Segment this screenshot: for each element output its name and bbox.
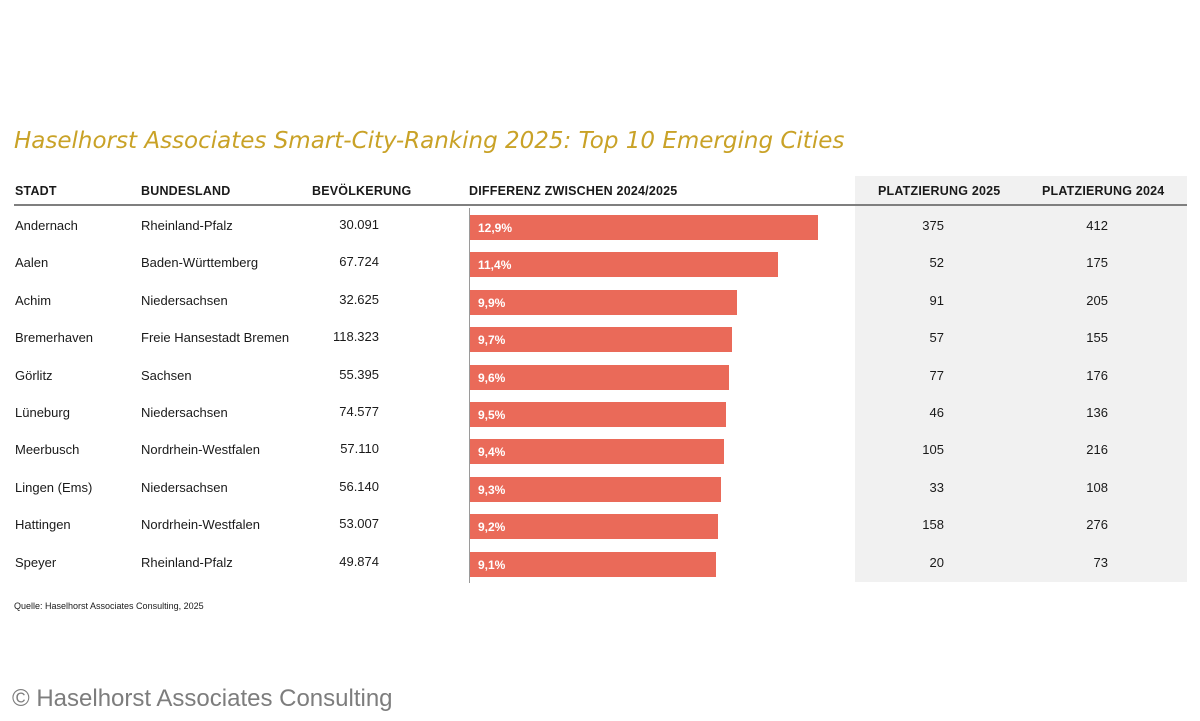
bar (470, 289, 738, 315)
bar (470, 476, 721, 502)
source-note: Quelle: Haselhorst Associates Consulting… (14, 601, 204, 611)
cell-platzierung-2024: 216 (1086, 442, 1108, 458)
cell-platzierung-2024: 73 (1093, 554, 1108, 570)
cell-platzierung-2025: 20 (929, 554, 944, 570)
ranking-columns-background (855, 176, 1187, 582)
cell-platzierung-2025: 52 (929, 255, 944, 271)
cell-bevoelkerung: 118.323 (332, 329, 379, 345)
cell-platzierung-2024: 412 (1086, 218, 1108, 233)
cell-stadt: Aalen (15, 255, 49, 271)
cell-platzierung-2025: 46 (929, 405, 944, 420)
header-divider (14, 204, 1187, 206)
bar (470, 439, 724, 465)
cell-platzierung-2024: 176 (1086, 367, 1108, 383)
cell-bundesland: Nordrhein-Westfalen (141, 442, 260, 458)
cell-platzierung-2025: 33 (929, 479, 944, 495)
cell-stadt: Lingen (Ems) (15, 479, 93, 495)
bar-data-label: 11,4% (478, 258, 512, 273)
chart-title: Haselhorst Associates Smart-City-Ranking… (14, 128, 845, 154)
bar-data-label: 9,7% (478, 333, 506, 348)
cell-bevoelkerung: 56.140 (339, 478, 379, 494)
cell-bevoelkerung: 32.625 (339, 291, 379, 307)
cell-platzierung-2024: 175 (1086, 255, 1108, 271)
cell-bundesland: Freie Hansestadt Bremen (141, 330, 290, 346)
cell-stadt: Andernach (15, 218, 78, 233)
cell-bundesland: Rheinland-Pfalz (141, 218, 233, 233)
header-differenz: DIFFERENZ ZWISCHEN 2024/2025 (469, 184, 678, 198)
bar-axis-line (469, 208, 470, 583)
bar-data-label: 9,2% (478, 520, 506, 535)
bar (470, 252, 778, 278)
cell-platzierung-2025: 375 (922, 218, 944, 233)
cell-stadt: Görlitz (15, 367, 53, 383)
cell-bundesland: Sachsen (141, 367, 192, 383)
cell-platzierung-2025: 91 (929, 292, 944, 308)
bar-data-label: 9,1% (478, 557, 506, 572)
bar (470, 215, 818, 240)
bar (470, 364, 729, 390)
header-platzierung-2025: PLATZIERUNG 2025 (878, 184, 1001, 198)
cell-bevoelkerung: 53.007 (339, 516, 379, 532)
cell-platzierung-2025: 158 (922, 517, 944, 533)
cell-bevoelkerung: 30.091 (339, 217, 379, 232)
header-bundesland: BUNDESLAND (141, 184, 231, 198)
copyright-watermark: © Haselhorst Associates Consulting (12, 685, 393, 712)
cell-platzierung-2024: 205 (1086, 292, 1108, 308)
cell-stadt: Hattingen (15, 517, 71, 533)
cell-platzierung-2025: 57 (929, 330, 944, 346)
bar-data-label: 9,5% (478, 408, 506, 422)
cell-stadt: Lüneburg (15, 405, 70, 420)
cell-bevoelkerung: 55.395 (339, 366, 379, 382)
cell-platzierung-2025: 77 (929, 367, 944, 383)
cell-platzierung-2025: 105 (922, 442, 944, 458)
bar (470, 327, 732, 353)
header-stadt: STADT (15, 184, 57, 198)
cell-bundesland: Nordrhein-Westfalen (141, 517, 260, 533)
cell-stadt: Meerbusch (15, 442, 80, 458)
bar-data-label: 12,9% (478, 221, 513, 235)
cell-platzierung-2024: 276 (1086, 517, 1108, 533)
cell-platzierung-2024: 155 (1086, 330, 1108, 346)
cell-platzierung-2024: 108 (1086, 479, 1108, 495)
cell-stadt: Bremerhaven (15, 330, 94, 346)
cell-platzierung-2024: 136 (1086, 405, 1108, 420)
bar-data-label: 9,4% (478, 445, 506, 460)
bar (470, 402, 727, 427)
cell-bundesland: Niedersachsen (141, 479, 228, 495)
cell-bundesland: Baden-Württemberg (141, 255, 259, 271)
cell-bevoelkerung: 67.724 (339, 254, 379, 270)
bar-data-label: 9,6% (478, 370, 506, 385)
bar-data-label: 9,3% (478, 482, 506, 497)
cell-bundesland: Niedersachsen (141, 292, 228, 308)
cell-stadt: Achim (15, 292, 52, 308)
cell-bevoelkerung: 57.110 (340, 441, 379, 457)
bar (470, 514, 719, 540)
bar (470, 551, 716, 577)
cell-bevoelkerung: 74.577 (339, 404, 379, 419)
header-bevoelkerung: BEVÖLKERUNG (312, 184, 412, 198)
cell-bundesland: Rheinland-Pfalz (141, 554, 233, 570)
cell-bevoelkerung: 49.874 (339, 553, 379, 569)
header-platzierung-2024: PLATZIERUNG 2024 (1042, 184, 1165, 198)
cell-bundesland: Niedersachsen (141, 405, 228, 420)
cell-stadt: Speyer (15, 554, 57, 570)
bar-data-label: 9,9% (478, 295, 506, 310)
